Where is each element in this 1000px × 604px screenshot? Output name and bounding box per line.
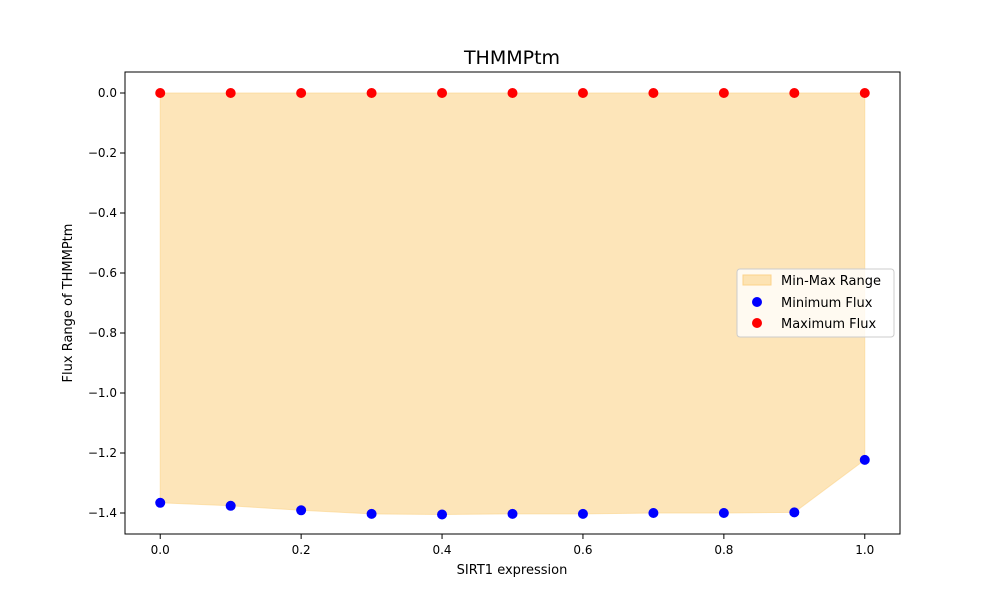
x-tick-label: 0.2 [292, 543, 311, 557]
min-flux-point [507, 508, 518, 519]
x-tick-label: 1.0 [855, 543, 874, 557]
min-flux-point [296, 505, 307, 516]
min-flux-point [437, 509, 448, 520]
min-flux-point [155, 497, 166, 508]
min-flux-point [577, 508, 588, 519]
y-tick-label: −0.2 [88, 146, 117, 160]
min-flux-point [225, 500, 236, 511]
max-flux-point [225, 88, 236, 98]
y-tick-label: −0.4 [88, 206, 117, 220]
max-flux-point [718, 88, 729, 98]
max-flux-point [296, 88, 307, 98]
y-tick-label: −1.4 [88, 506, 117, 520]
plot-frame [124, 71, 901, 535]
legend-label-max: Maximum Flux [781, 317, 877, 332]
legend-frame [736, 268, 895, 338]
x-axis: 0.0 0.2 0.4 0.6 0.8 1.0 [151, 534, 874, 557]
max-flux-point [437, 88, 448, 98]
min-flux-point [859, 454, 870, 465]
y-tick-label: −0.6 [88, 266, 117, 280]
max-flux-point [507, 88, 518, 98]
legend-label-min: Minimum Flux [781, 296, 873, 311]
x-tick-label: 0.0 [151, 543, 170, 557]
min-flux-point [789, 507, 800, 518]
min-flux-point [718, 508, 729, 518]
legend: Min-Max Range Minimum Flux Maximum Flux [736, 268, 895, 338]
points-layer [155, 88, 870, 520]
y-axis-label: Flux Range of THMMPtm [61, 224, 76, 383]
min-flux-point [648, 508, 659, 518]
x-tick-label: 0.6 [573, 543, 592, 557]
max-flux-point [859, 88, 870, 98]
x-axis-label: SIRT1 expression [457, 563, 568, 578]
y-tick-label: −1.2 [88, 446, 117, 460]
max-flux-point [366, 88, 377, 98]
y-tick-label: −0.8 [88, 326, 117, 340]
y-axis: 0.0 −0.2 −0.4 −0.6 −0.8 −1.0 −1.2 −1.4 [88, 86, 125, 520]
x-tick-label: 0.4 [432, 543, 451, 557]
max-flux-point [577, 88, 588, 98]
legend-marker-max [752, 318, 762, 328]
y-tick-label: 0.0 [98, 86, 117, 100]
legend-label-range: Min-Max Range [781, 274, 881, 289]
legend-marker-min [752, 297, 762, 307]
y-tick-label: −1.0 [88, 386, 117, 400]
max-flux-point [155, 88, 166, 98]
chart-title: THMMPtm [463, 47, 560, 69]
max-flux-point [789, 88, 800, 98]
max-flux-point [648, 88, 659, 98]
x-tick-label: 0.8 [714, 543, 733, 557]
min-flux-point [366, 508, 377, 519]
legend-swatch-range [742, 274, 772, 286]
